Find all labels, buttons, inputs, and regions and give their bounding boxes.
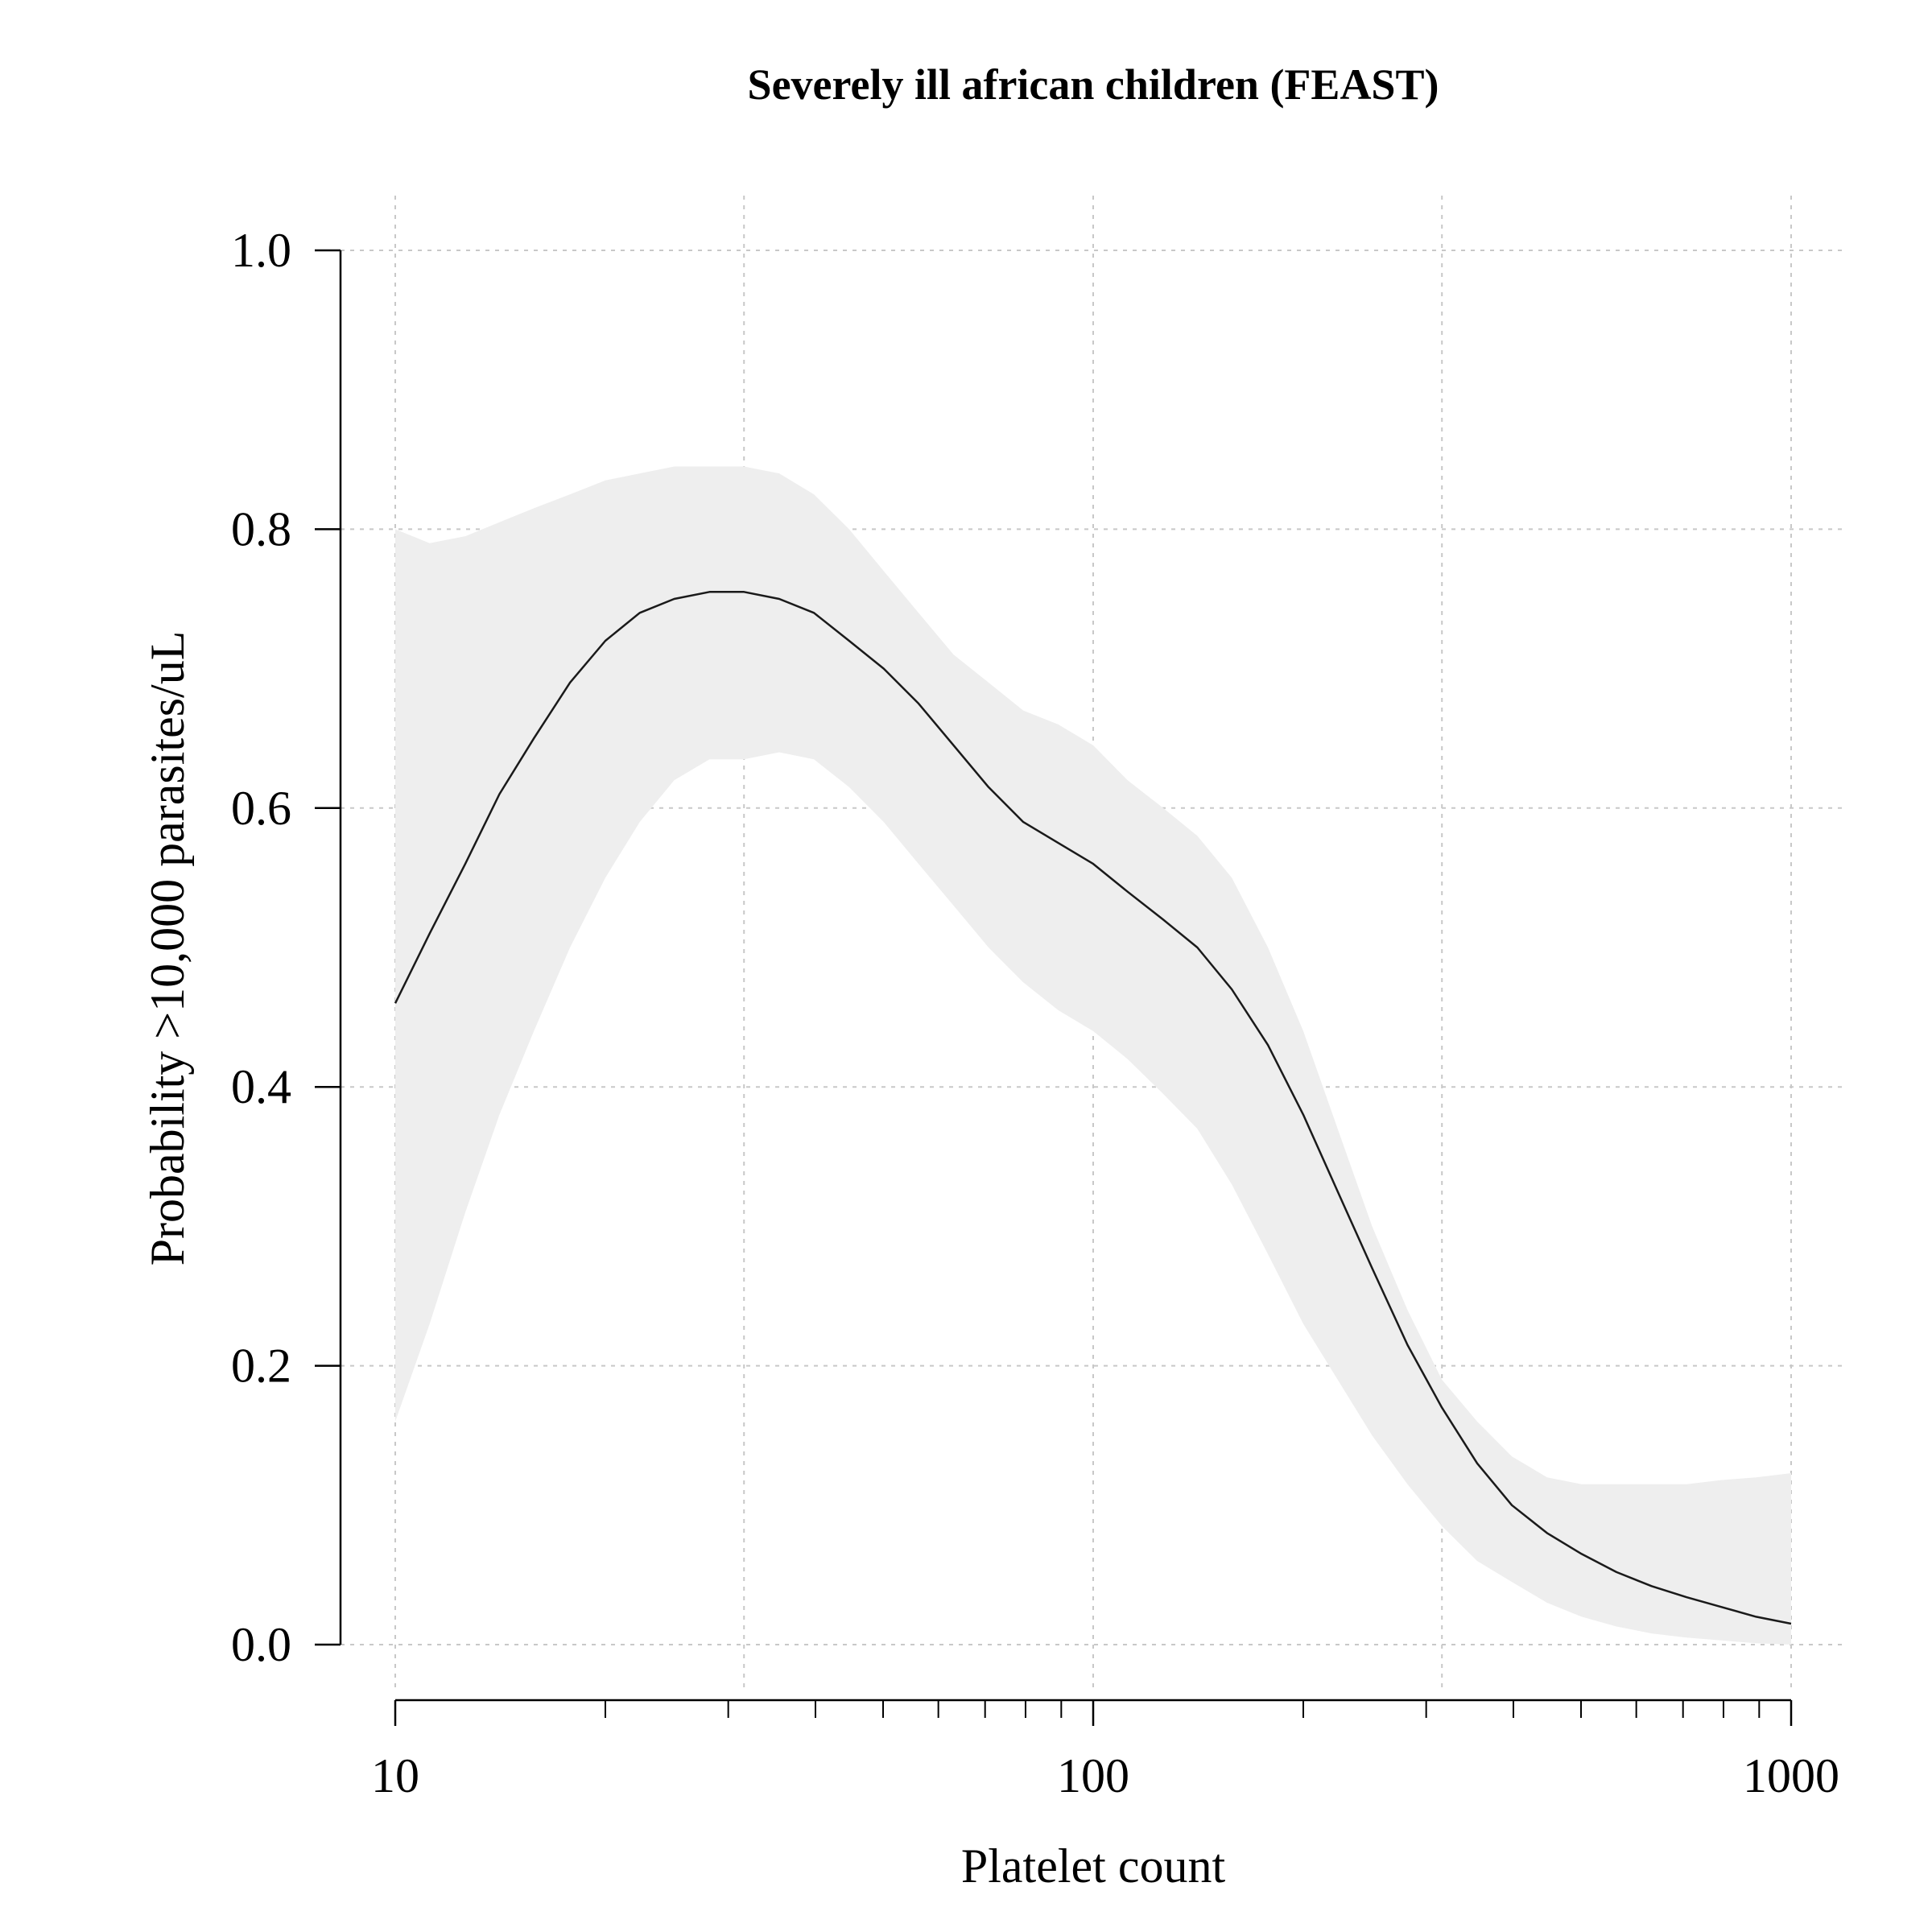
y-tick-label: 0.4: [231, 1060, 291, 1113]
chart-title: Severely ill african children (FEAST): [748, 60, 1439, 109]
estimate-line: [394, 591, 1792, 1625]
confidence-band: [395, 466, 1791, 1645]
x-tick-label: 1000: [1743, 1749, 1839, 1802]
y-tick-label: 0.8: [231, 502, 291, 555]
x-ticks: 10 100 1000: [371, 1700, 1839, 1802]
x-tick-label: 100: [1057, 1749, 1129, 1802]
y-tick-label: 0.2: [231, 1340, 291, 1393]
x-axis-label: Platelet count: [961, 1839, 1226, 1893]
y-ticks: 0.0 0.2 0.4 0.6 0.8 1.0: [231, 224, 341, 1671]
probability-line: [394, 591, 1792, 1625]
y-tick-label: 1.0: [231, 224, 291, 277]
y-axis-label: Probability >10,000 parasites/uL: [141, 631, 194, 1266]
y-tick-label: 0.0: [231, 1618, 291, 1671]
y-tick-label: 0.6: [231, 782, 291, 835]
x-tick-label: 10: [371, 1749, 419, 1802]
confidence-band-area: [395, 466, 1791, 1645]
